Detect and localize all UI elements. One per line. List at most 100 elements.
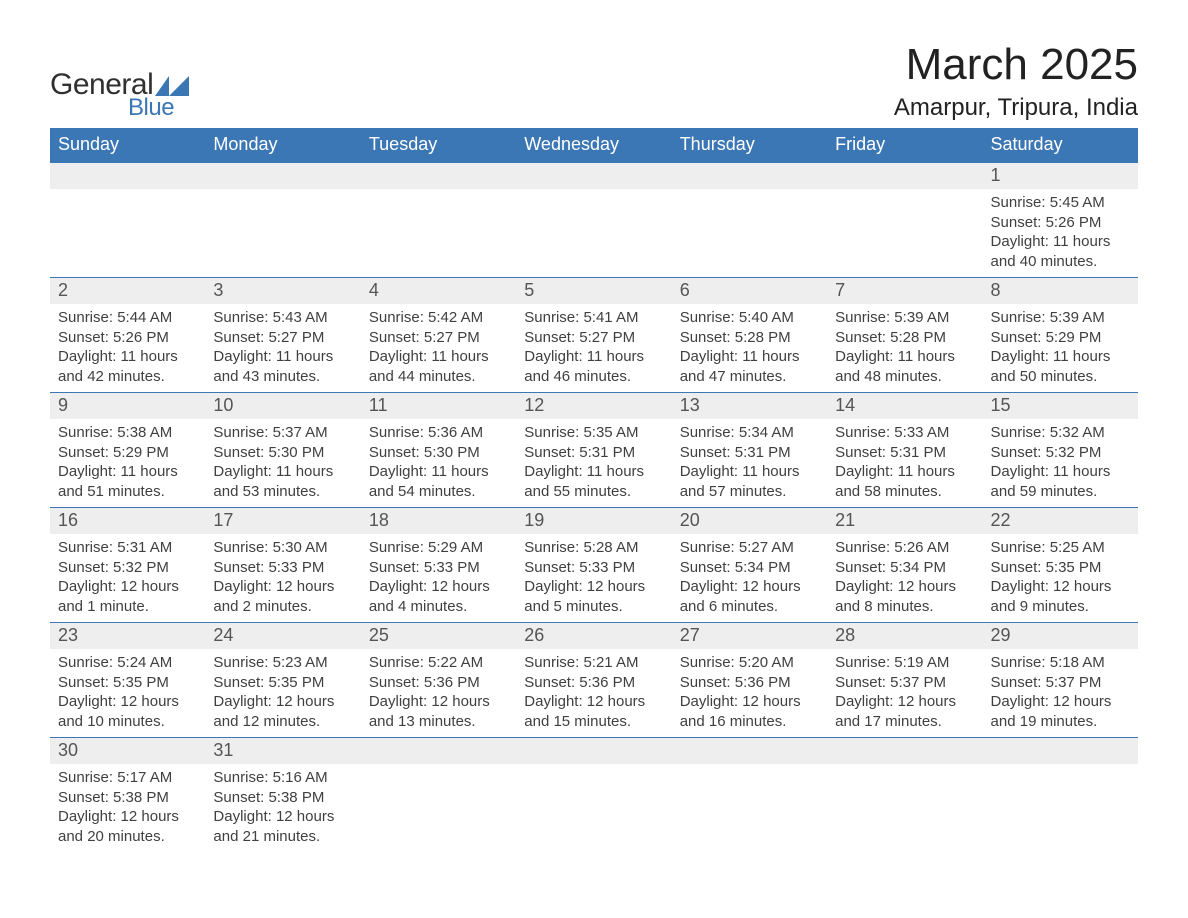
day-sunset: Sunset: 5:32 PM [58, 558, 197, 578]
calendar-week: 16Sunrise: 5:31 AMSunset: 5:32 PMDayligh… [50, 508, 1138, 623]
day-number: 5 [516, 278, 671, 304]
day-daylight1: Daylight: 12 hours [58, 807, 197, 827]
day-sunrise: Sunrise: 5:27 AM [680, 538, 819, 558]
day-daylight1: Daylight: 11 hours [835, 462, 974, 482]
day-daylight1: Daylight: 11 hours [991, 232, 1130, 252]
day-daylight2: and 17 minutes. [835, 712, 974, 732]
day-sunrise: Sunrise: 5:21 AM [524, 653, 663, 673]
day-number: 27 [672, 623, 827, 649]
day-header: Saturday [983, 128, 1138, 163]
calendar-cell [827, 738, 982, 853]
day-sunset: Sunset: 5:31 PM [524, 443, 663, 463]
calendar-cell [50, 163, 205, 278]
day-sunset: Sunset: 5:30 PM [213, 443, 352, 463]
day-daylight2: and 57 minutes. [680, 482, 819, 502]
calendar-cell: 9Sunrise: 5:38 AMSunset: 5:29 PMDaylight… [50, 393, 205, 508]
day-body: Sunrise: 5:39 AMSunset: 5:28 PMDaylight:… [827, 304, 982, 392]
day-daylight1: Daylight: 12 hours [835, 577, 974, 597]
day-body: Sunrise: 5:38 AMSunset: 5:29 PMDaylight:… [50, 419, 205, 507]
day-sunset: Sunset: 5:26 PM [58, 328, 197, 348]
day-number: 12 [516, 393, 671, 419]
day-sunrise: Sunrise: 5:25 AM [991, 538, 1130, 558]
day-daylight1: Daylight: 12 hours [524, 577, 663, 597]
calendar-cell: 27Sunrise: 5:20 AMSunset: 5:36 PMDayligh… [672, 623, 827, 738]
calendar-cell [205, 163, 360, 278]
day-body: Sunrise: 5:26 AMSunset: 5:34 PMDaylight:… [827, 534, 982, 622]
day-body: Sunrise: 5:20 AMSunset: 5:36 PMDaylight:… [672, 649, 827, 737]
calendar-cell: 12Sunrise: 5:35 AMSunset: 5:31 PMDayligh… [516, 393, 671, 508]
calendar-cell: 30Sunrise: 5:17 AMSunset: 5:38 PMDayligh… [50, 738, 205, 853]
calendar-cell: 11Sunrise: 5:36 AMSunset: 5:30 PMDayligh… [361, 393, 516, 508]
day-sunset: Sunset: 5:33 PM [524, 558, 663, 578]
day-body: Sunrise: 5:45 AMSunset: 5:26 PMDaylight:… [983, 189, 1138, 277]
day-daylight1: Daylight: 12 hours [991, 577, 1130, 597]
calendar-cell: 20Sunrise: 5:27 AMSunset: 5:34 PMDayligh… [672, 508, 827, 623]
day-sunrise: Sunrise: 5:24 AM [58, 653, 197, 673]
day-body: Sunrise: 5:36 AMSunset: 5:30 PMDaylight:… [361, 419, 516, 507]
day-number: 8 [983, 278, 1138, 304]
day-number: 24 [205, 623, 360, 649]
day-sunset: Sunset: 5:35 PM [991, 558, 1130, 578]
day-sunset: Sunset: 5:38 PM [58, 788, 197, 808]
calendar-cell: 17Sunrise: 5:30 AMSunset: 5:33 PMDayligh… [205, 508, 360, 623]
calendar-cell: 22Sunrise: 5:25 AMSunset: 5:35 PMDayligh… [983, 508, 1138, 623]
day-body: Sunrise: 5:40 AMSunset: 5:28 PMDaylight:… [672, 304, 827, 392]
day-body: Sunrise: 5:33 AMSunset: 5:31 PMDaylight:… [827, 419, 982, 507]
day-daylight1: Daylight: 12 hours [369, 692, 508, 712]
day-daylight1: Daylight: 12 hours [58, 692, 197, 712]
day-number: 10 [205, 393, 360, 419]
day-header: Friday [827, 128, 982, 163]
calendar-cell [516, 738, 671, 853]
day-sunrise: Sunrise: 5:29 AM [369, 538, 508, 558]
calendar-cell: 14Sunrise: 5:33 AMSunset: 5:31 PMDayligh… [827, 393, 982, 508]
day-daylight2: and 44 minutes. [369, 367, 508, 387]
day-sunrise: Sunrise: 5:28 AM [524, 538, 663, 558]
day-number: 30 [50, 738, 205, 764]
day-sunrise: Sunrise: 5:18 AM [991, 653, 1130, 673]
calendar-cell [672, 738, 827, 853]
calendar-cell: 28Sunrise: 5:19 AMSunset: 5:37 PMDayligh… [827, 623, 982, 738]
calendar-cell: 8Sunrise: 5:39 AMSunset: 5:29 PMDaylight… [983, 278, 1138, 393]
day-number [205, 163, 360, 189]
day-daylight2: and 51 minutes. [58, 482, 197, 502]
day-daylight2: and 58 minutes. [835, 482, 974, 502]
title-block: March 2025 Amarpur, Tripura, India [894, 40, 1138, 122]
day-sunset: Sunset: 5:36 PM [369, 673, 508, 693]
day-body: Sunrise: 5:19 AMSunset: 5:37 PMDaylight:… [827, 649, 982, 737]
calendar-cell: 7Sunrise: 5:39 AMSunset: 5:28 PMDaylight… [827, 278, 982, 393]
day-daylight2: and 12 minutes. [213, 712, 352, 732]
day-body: Sunrise: 5:43 AMSunset: 5:27 PMDaylight:… [205, 304, 360, 392]
day-header: Monday [205, 128, 360, 163]
day-sunset: Sunset: 5:35 PM [213, 673, 352, 693]
calendar-week: 30Sunrise: 5:17 AMSunset: 5:38 PMDayligh… [50, 738, 1138, 853]
calendar-cell [983, 738, 1138, 853]
day-sunset: Sunset: 5:38 PM [213, 788, 352, 808]
day-sunrise: Sunrise: 5:45 AM [991, 193, 1130, 213]
day-number [50, 163, 205, 189]
day-sunset: Sunset: 5:29 PM [991, 328, 1130, 348]
day-number [827, 163, 982, 189]
day-header: Tuesday [361, 128, 516, 163]
calendar-cell: 2Sunrise: 5:44 AMSunset: 5:26 PMDaylight… [50, 278, 205, 393]
calendar-cell: 5Sunrise: 5:41 AMSunset: 5:27 PMDaylight… [516, 278, 671, 393]
day-sunset: Sunset: 5:36 PM [680, 673, 819, 693]
day-header: Sunday [50, 128, 205, 163]
day-daylight2: and 43 minutes. [213, 367, 352, 387]
day-daylight1: Daylight: 12 hours [213, 692, 352, 712]
day-sunrise: Sunrise: 5:34 AM [680, 423, 819, 443]
day-daylight1: Daylight: 12 hours [369, 577, 508, 597]
day-number: 14 [827, 393, 982, 419]
day-body: Sunrise: 5:41 AMSunset: 5:27 PMDaylight:… [516, 304, 671, 392]
day-body: Sunrise: 5:21 AMSunset: 5:36 PMDaylight:… [516, 649, 671, 737]
calendar-cell: 15Sunrise: 5:32 AMSunset: 5:32 PMDayligh… [983, 393, 1138, 508]
calendar-week: 2Sunrise: 5:44 AMSunset: 5:26 PMDaylight… [50, 278, 1138, 393]
day-number: 18 [361, 508, 516, 534]
day-daylight2: and 16 minutes. [680, 712, 819, 732]
day-daylight1: Daylight: 11 hours [213, 462, 352, 482]
day-body: Sunrise: 5:35 AMSunset: 5:31 PMDaylight:… [516, 419, 671, 507]
day-number: 1 [983, 163, 1138, 189]
day-body: Sunrise: 5:29 AMSunset: 5:33 PMDaylight:… [361, 534, 516, 622]
calendar-cell: 16Sunrise: 5:31 AMSunset: 5:32 PMDayligh… [50, 508, 205, 623]
day-body: Sunrise: 5:27 AMSunset: 5:34 PMDaylight:… [672, 534, 827, 622]
day-daylight1: Daylight: 12 hours [213, 577, 352, 597]
